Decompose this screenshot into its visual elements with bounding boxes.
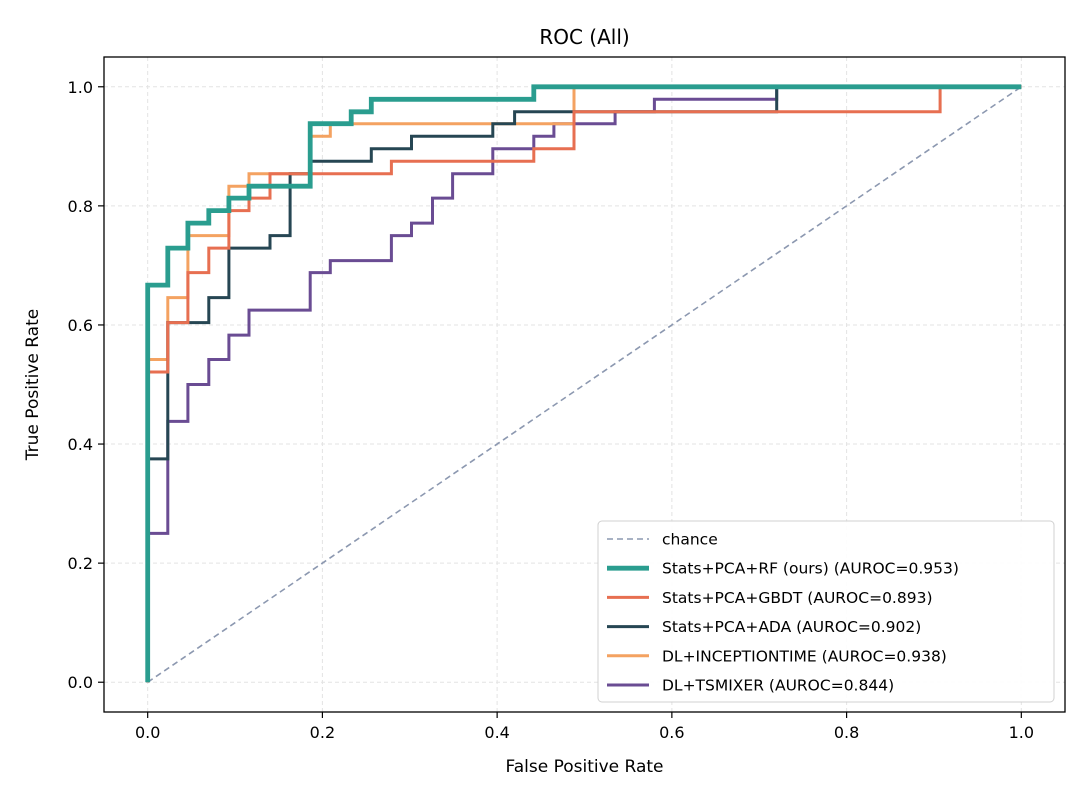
chance-line: [147, 86, 1022, 683]
roc-curve-5: [146, 85, 1022, 683]
x-axis-title: False Positive Rate: [506, 757, 664, 777]
legend-box: [597, 520, 1055, 703]
roc-curve-2: [146, 85, 1022, 683]
roc-curve-4: [146, 85, 1022, 683]
y-tick-label: 0.2: [68, 554, 93, 573]
y-axis-title: True Positive Rate: [23, 309, 43, 461]
y-tick-label: 0.4: [68, 435, 93, 454]
x-tick-label: 1.0: [1009, 723, 1034, 742]
roc-curve-1: [145, 84, 1022, 683]
plot-lines: [145, 84, 1022, 683]
legend-label: Stats+PCA+GBDT (AUROC=0.893): [662, 589, 933, 607]
y-tick-label: 0.6: [68, 316, 93, 335]
y-tick-label: 0.0: [68, 673, 93, 692]
legend-label: Stats+PCA+ADA (AUROC=0.902): [662, 618, 921, 636]
x-tick-label: 0.6: [659, 723, 684, 742]
legend-label: Stats+PCA+RF (ours) (AUROC=0.953): [662, 560, 959, 578]
ticks: 0.0 0.2 0.4 0.6 0.8 1.0 0.0 0.2 0.4 0.6 0.8 1.0: [68, 78, 1034, 742]
x-tick-label: 0.2: [310, 723, 335, 742]
legend-label: DL+INCEPTIONTIME (AUROC=0.938): [662, 647, 947, 665]
y-tick-label: 1.0: [68, 78, 93, 97]
legend-label: chance: [662, 531, 718, 549]
chart-title: ROC (All): [539, 25, 629, 49]
plot-frame: [103, 56, 1066, 713]
legend: chance Stats+PCA+RF (ours) (AUROC=0.953) S…: [597, 520, 1055, 703]
legend-label: DL+TSMIXER (AUROC=0.844): [662, 677, 894, 695]
x-tick-label: 0.4: [484, 723, 509, 742]
x-tick-label: 0.8: [834, 723, 859, 742]
x-tick-label: 0.0: [135, 723, 160, 742]
y-tick-label: 0.8: [68, 197, 93, 216]
